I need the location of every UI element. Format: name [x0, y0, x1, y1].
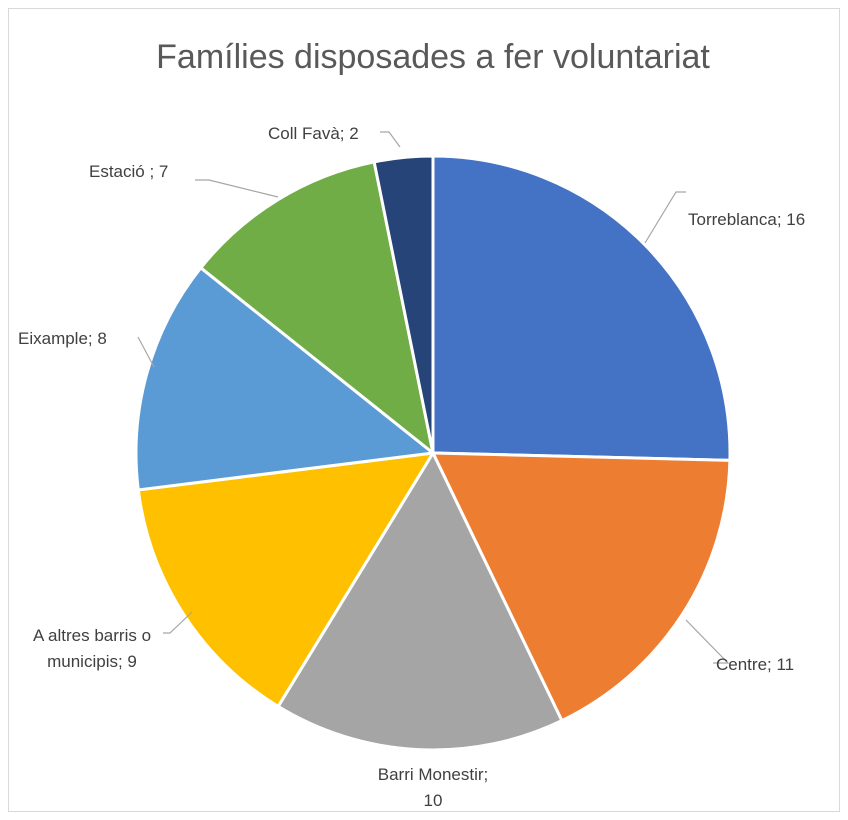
- pie-slice-eixample: [134, 266, 435, 492]
- data-label: Eixample; 8: [18, 329, 107, 348]
- pie-slice-estaci-: [199, 160, 435, 455]
- pie-slices: [134, 154, 732, 752]
- pie-slice-barri-monestir: [276, 451, 564, 752]
- data-labels: Torreblanca; 16 Centre; 11 Barri Monestir;…: [18, 124, 805, 810]
- data-label: Centre; 11: [716, 655, 794, 674]
- pie-slice-coll-fav-: [372, 154, 435, 455]
- chart-title: Famílies disposades a fer voluntariat: [156, 38, 710, 76]
- data-label: Estació ; 7: [89, 162, 168, 181]
- leader-line: [137, 336, 155, 368]
- leader-line: [163, 611, 193, 634]
- leader-line: [380, 131, 401, 148]
- pie-slice-torreblanca: [431, 154, 732, 462]
- leader-lines: [137, 131, 730, 664]
- pie-slice-a-altres-barris-o-municipis: [136, 451, 435, 708]
- leader-line: [644, 191, 686, 244]
- data-label: Torreblanca; 16: [688, 210, 805, 229]
- leader-line: [195, 179, 279, 198]
- data-label: Coll Favà; 2: [268, 124, 359, 143]
- leader-line: [685, 619, 730, 664]
- pie-slice-centre: [431, 451, 732, 723]
- data-label: Barri Monestir; 10: [378, 765, 489, 810]
- data-label: A altres barris o municipis; 9: [33, 626, 151, 671]
